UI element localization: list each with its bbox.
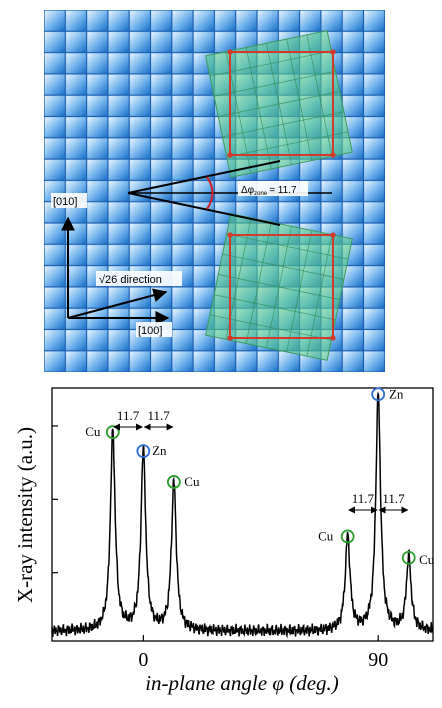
peak-marker-0 [105, 425, 120, 440]
delta-phi-label-bg [238, 181, 308, 196]
sqrt26-direction-label: √26 direction [99, 274, 162, 286]
phi-scan-chart: 0 90 Cu Zn Cu Cu Zn Cu 11.7 11.7 11.7 11.7 X-ray … [13, 386, 435, 695]
peak-marker-5 [401, 550, 416, 565]
x-ticks: 0 90 [138, 635, 388, 671]
peak-marker-3 [340, 529, 355, 544]
x-axis-label: in-plane angle φ (deg.) [145, 671, 339, 695]
spacing-label-0: 11.7 [117, 408, 140, 423]
peak-marker-1 [136, 444, 151, 459]
y-ticks [52, 425, 58, 574]
red-square-upper [227, 49, 336, 158]
lattice-panel: Δφzone = 11.7 [010] [100] √26 direction [44, 10, 385, 372]
rotated-domain-lower [205, 213, 353, 361]
peak-label-1: Zn [152, 443, 167, 458]
plot-frame [51, 387, 434, 642]
x-tick-label-0: 0 [138, 649, 148, 671]
axis-label-100: [100] [138, 325, 162, 337]
axis-label-010: [010] [53, 196, 77, 208]
delta-phi-label: Δφzone = 11.7 [241, 185, 297, 197]
peak-label-0: Cu [85, 424, 101, 439]
peak-marker-4 [371, 387, 386, 402]
spacing-label-1: 11.7 [147, 408, 170, 423]
crystal-axes [61, 216, 170, 325]
y-axis-label: X-ray intensity (a.u.) [13, 427, 37, 603]
peak-label-4: Zn [389, 386, 404, 401]
angle-arc [206, 176, 214, 210]
peak-marker-2 [166, 475, 181, 489]
x-tick-label-90: 90 [368, 649, 388, 671]
spacing-annotations: 11.7 11.7 11.7 11.7 [113, 408, 409, 514]
spacing-label-2: 11.7 [352, 491, 375, 506]
spectrum-line [51, 391, 434, 639]
peak-label-3: Cu [318, 528, 334, 543]
spacing-label-3: 11.7 [382, 491, 405, 506]
peak-label-5: Cu [419, 552, 435, 567]
peak-markers: Cu Zn Cu Cu Zn Cu [85, 386, 435, 567]
red-square-lower [227, 232, 336, 341]
peak-label-2: Cu [184, 474, 200, 489]
